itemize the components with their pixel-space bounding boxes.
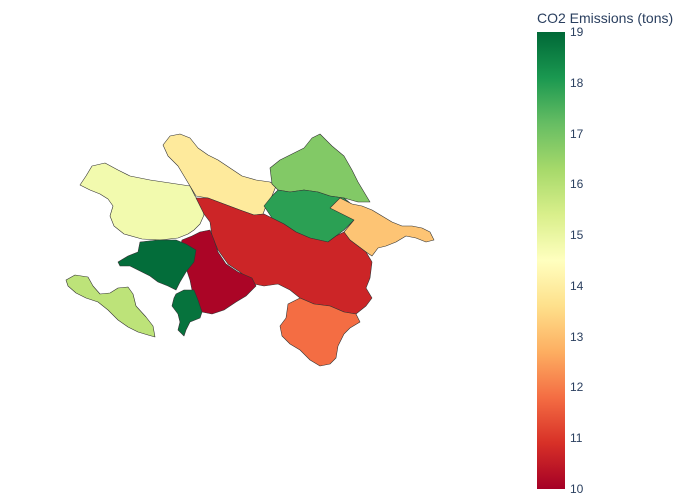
colorbar-tick-label: 11 xyxy=(570,431,583,446)
colorbar-tick-label: 15 xyxy=(570,228,584,243)
colorbar-tick-label: 16 xyxy=(570,177,584,192)
region-southwest[interactable] xyxy=(171,289,203,337)
region-center[interactable] xyxy=(195,197,373,315)
colorbar-tick-label: 13 xyxy=(570,329,584,344)
region-far-west[interactable] xyxy=(117,239,197,291)
colorbar-tick-label: 14 xyxy=(570,278,584,293)
colorbar-tick-label: 19 xyxy=(570,25,584,39)
colorbar-title: CO2 Emissions (tons) xyxy=(537,10,674,26)
region-southeast[interactable] xyxy=(279,297,361,367)
region-west[interactable] xyxy=(79,162,205,241)
region-west-central[interactable] xyxy=(179,229,257,315)
colorbar-tick-label: 12 xyxy=(570,380,584,395)
colorbar-tick-label: 17 xyxy=(570,126,584,141)
choropleth-map xyxy=(65,133,435,367)
colorbar-tick-label: 18 xyxy=(570,75,584,90)
region-southwest-exclave[interactable] xyxy=(65,274,156,338)
colorbar xyxy=(537,32,565,489)
colorbar-tick-label: 10 xyxy=(570,482,584,496)
